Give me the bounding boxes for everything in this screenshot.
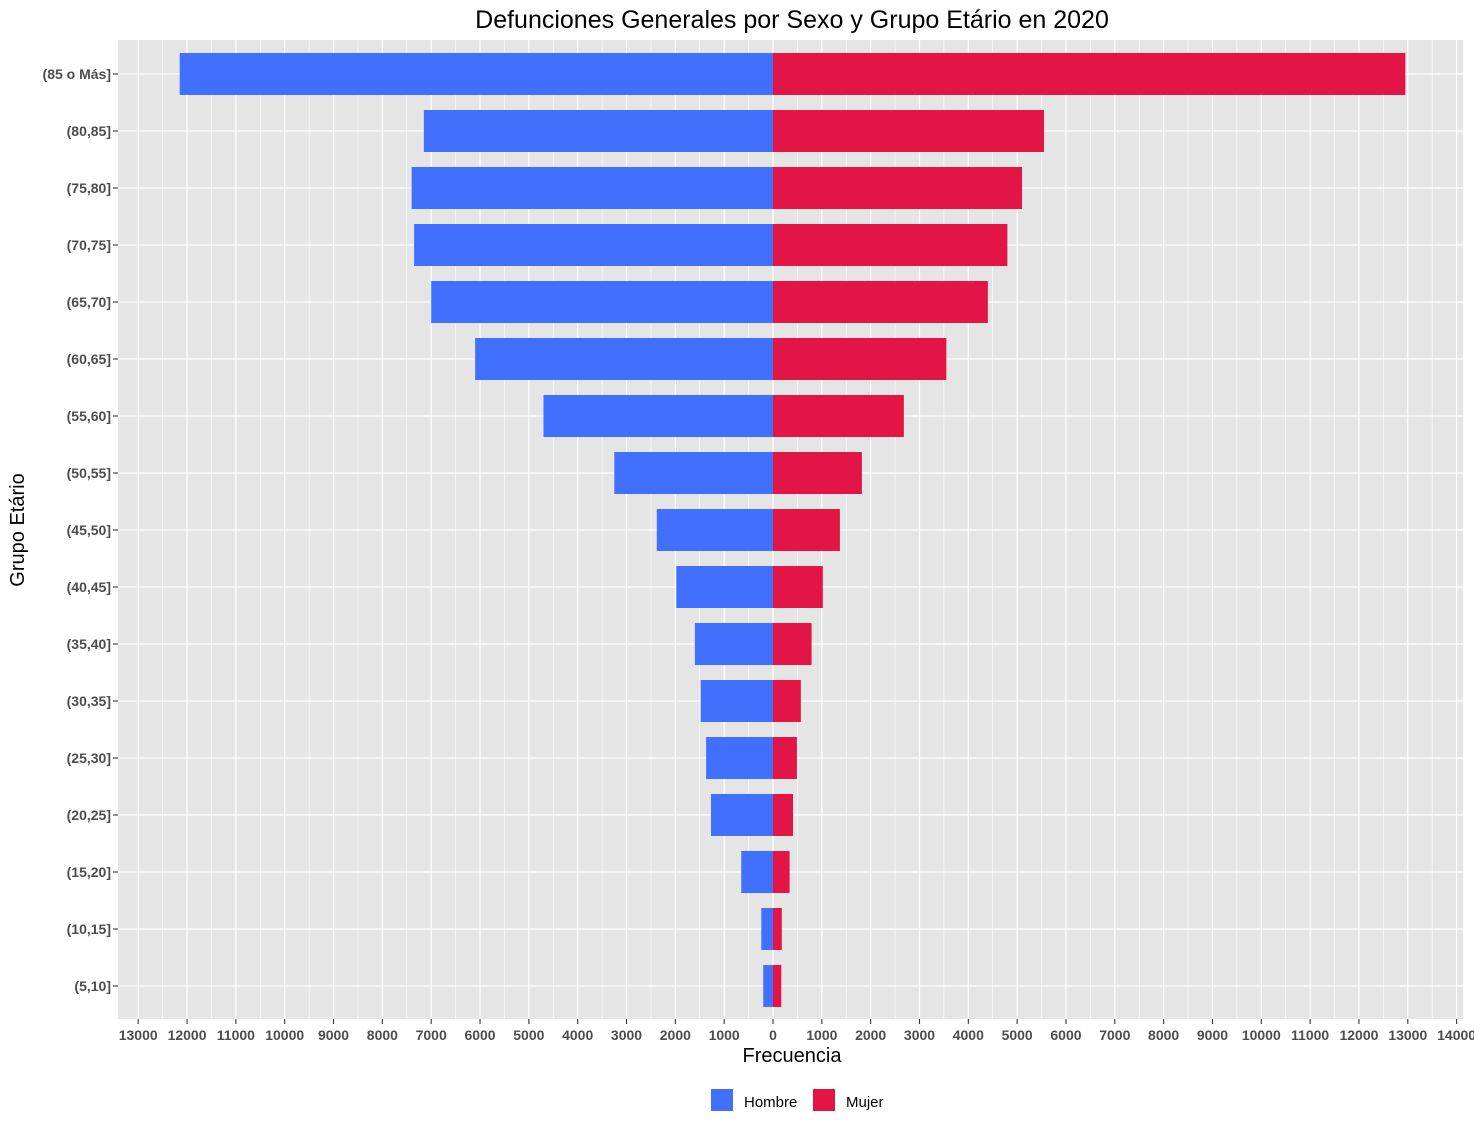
bar-hombre [694,623,773,665]
bar-mujer [773,851,790,893]
bar-mujer [773,965,782,1007]
legend-key-mujer [813,1089,835,1111]
x-tick-label: 1000 [709,1027,740,1043]
y-tick-label: (40,45] [67,579,111,595]
bar-mujer [773,737,797,779]
x-tick-label: 6000 [464,1027,495,1043]
x-tick-label: 11000 [1291,1027,1329,1043]
y-tick-label: (60,65] [67,351,111,367]
bar-hombre [411,167,773,209]
x-tick-label: 13000 [1388,1027,1427,1043]
bar-hombre [761,908,773,950]
x-tick-label: 1000 [806,1027,837,1043]
bar-hombre [676,566,773,608]
x-tick-label: 13000 [119,1027,158,1043]
legend: Hombre Mujer [711,1089,884,1111]
y-tick-label: (10,15] [67,921,111,937]
x-tick-label: 4000 [953,1027,984,1043]
y-tick-label: (20,25] [67,807,111,823]
x-tick-label: 3000 [904,1027,935,1043]
bar-hombre [741,851,773,893]
x-tick-label: 4000 [562,1027,593,1043]
y-axis-title: Grupo Etário [7,473,29,586]
legend-label-mujer: Mujer [846,1094,884,1111]
bar-mujer [773,680,801,722]
y-tick-label: (55,60] [67,408,111,424]
x-tick-label: 2000 [855,1027,886,1043]
bar-mujer [773,908,782,950]
x-tick-label: 5000 [1002,1027,1033,1043]
bar-hombre [423,110,773,152]
bars-group [179,53,1406,1007]
x-axis-title: Frecuencia [743,1045,843,1067]
x-tick-label: 14000 [1437,1027,1474,1043]
y-tick-label: (30,35] [67,693,111,709]
bar-hombre [179,53,773,95]
x-tick-label: 0 [769,1027,777,1043]
bar-mujer [773,53,1406,95]
x-tick-label: 10000 [265,1027,304,1043]
x-tick-label: 10000 [1242,1027,1281,1043]
x-tick-label: 7000 [416,1027,447,1043]
y-tick-label: (80,85] [67,123,111,139]
bar-mujer [773,794,794,836]
bar-hombre [763,965,773,1007]
bar-mujer [773,110,1045,152]
x-tick-label: 9000 [318,1027,349,1043]
bar-mujer [773,452,862,494]
chart-title: Defunciones Generales por Sexo y Grupo E… [475,6,1109,34]
y-tick-label: (15,20] [67,864,111,880]
bar-hombre [414,224,773,266]
y-tick-label: (65,70] [67,294,111,310]
x-tick-label: 3000 [611,1027,642,1043]
bar-hombre [710,794,773,836]
bar-hombre [475,338,773,380]
y-tick-label: (50,55] [67,465,111,481]
bar-mujer [773,623,812,665]
bar-mujer [773,509,840,551]
x-tick-label: 11000 [217,1027,255,1043]
bar-mujer [773,566,823,608]
bar-mujer [773,338,947,380]
x-tick-label: 6000 [1050,1027,1081,1043]
y-tick-label: (70,75] [67,237,111,253]
y-tick-label: (5,10] [74,978,111,994]
bar-mujer [773,224,1008,266]
y-tick-label: (35,40] [67,636,111,652]
bar-mujer [773,167,1023,209]
bar-hombre [656,509,773,551]
bar-mujer [773,281,988,323]
legend-label-hombre: Hombre [744,1094,797,1111]
bar-hombre [614,452,773,494]
x-tick-label: 2000 [660,1027,691,1043]
bar-hombre [706,737,773,779]
x-tick-label: 12000 [168,1027,207,1043]
y-tick-label: (45,50] [67,522,111,538]
bar-mujer [773,395,904,437]
x-tick-label: 8000 [367,1027,398,1043]
x-tick-label: 5000 [513,1027,544,1043]
x-axis-ticks: 13000 12000 11000 10000 9000 8000 7000 6000 5000… [119,1019,1474,1043]
y-axis-ticks: (85 o Más] (80,85] (75,80] (70,75] (65,70] (6… [43,66,118,994]
bar-hombre [700,680,773,722]
x-tick-label: 9000 [1197,1027,1228,1043]
bar-hombre [543,395,773,437]
y-tick-label: (85 o Más] [43,66,111,82]
legend-key-hombre [711,1089,733,1111]
bar-hombre [431,281,773,323]
y-tick-label: (25,30] [67,750,111,766]
x-tick-label: 12000 [1339,1027,1378,1043]
x-tick-label: 7000 [1099,1027,1130,1043]
y-tick-label: (75,80] [67,180,111,196]
x-tick-label: 8000 [1148,1027,1179,1043]
